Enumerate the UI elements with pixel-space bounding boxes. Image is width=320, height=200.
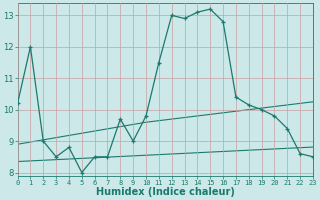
X-axis label: Humidex (Indice chaleur): Humidex (Indice chaleur) (96, 187, 235, 197)
